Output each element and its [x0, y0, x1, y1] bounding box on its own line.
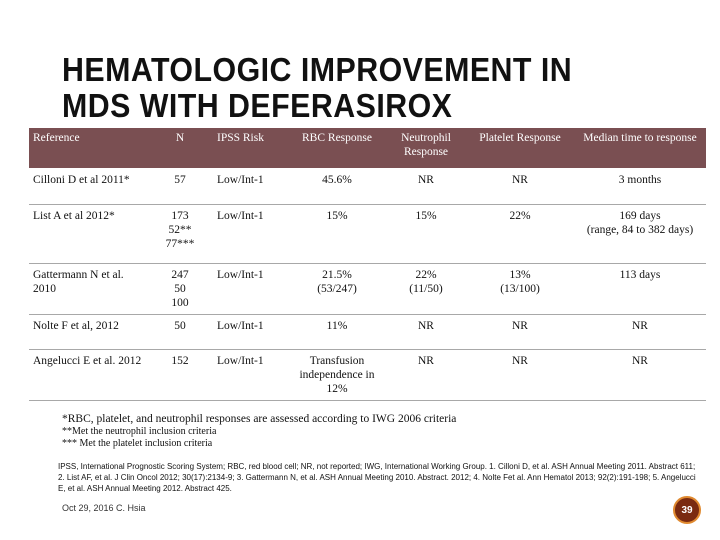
footnotes: *RBC, platelet, and neutrophil responses…	[62, 412, 682, 450]
slide-title-line-2: MDS WITH DEFERASIROX	[62, 87, 453, 124]
cell-reference: List A et al 2012*	[29, 204, 147, 264]
table-row: Cilloni D et al 2011* 57 Low/Int-1 45.6%…	[29, 168, 706, 205]
table-row: Gattermann N et al. 2010 247 50 100 Low/In…	[29, 263, 706, 315]
cell-rbc-response: 45.6%	[288, 168, 386, 205]
header-platelet-response: Platelet Response	[466, 128, 574, 169]
cell-median-time: 113 days	[574, 263, 706, 315]
table-row: List A et al 2012* 173 52** 77*** Low/Int-…	[29, 204, 706, 264]
footer-date: Oct 29, 2016 C. Hsia	[62, 503, 146, 513]
table-row: Nolte F et al, 2012 50 Low/Int-1 11% NR …	[29, 314, 706, 350]
cell-rbc-response: 21.5% (53/247)	[288, 263, 386, 315]
cell-platelet-response: NR	[466, 168, 574, 205]
cell-n: 50	[147, 314, 213, 350]
footnote-criteria: *RBC, platelet, and neutrophil responses…	[62, 413, 457, 425]
slide-title: HEMATOLOGIC IMPROVEMENT IN MDS WITH DEFE…	[62, 52, 651, 124]
cell-platelet-response: 22%	[466, 204, 574, 264]
cell-n: 57	[147, 168, 213, 205]
cell-ipss-risk: Low/Int-1	[213, 204, 288, 264]
cell-rbc-response: Transfusion independence in 12%	[288, 349, 386, 401]
page-number: 39	[681, 504, 693, 516]
header-rbc-response: RBC Response	[288, 128, 386, 169]
cell-median-time: NR	[574, 349, 706, 401]
cell-n: 247 50 100	[147, 263, 213, 315]
page-number-badge: 39	[673, 496, 701, 524]
cell-neutrophil-response: NR	[386, 314, 466, 350]
cell-neutrophil-response: NR	[386, 168, 466, 205]
references: IPSS, International Prognostic Scoring S…	[58, 462, 696, 493]
cell-neutrophil-response: 22% (11/50)	[386, 263, 466, 315]
table-row: Angelucci E et al. 2012 152 Low/Int-1 Tr…	[29, 349, 706, 401]
table-header-row: Reference N IPSS Risk RBC Response Neutr…	[29, 128, 706, 169]
header-median-time: Median time to response	[574, 128, 706, 169]
footnote-neutrophil: **Met the neutrophil inclusion criteria	[62, 426, 217, 437]
cell-reference: Cilloni D et al 2011*	[29, 168, 147, 205]
header-n: N	[147, 128, 213, 169]
cell-reference: Nolte F et al, 2012	[29, 314, 147, 350]
cell-n: 152	[147, 349, 213, 401]
cell-neutrophil-response: 15%	[386, 204, 466, 264]
cell-platelet-response: NR	[466, 314, 574, 350]
cell-ipss-risk: Low/Int-1	[213, 314, 288, 350]
header-reference: Reference	[29, 128, 147, 169]
header-neutrophil-response: Neutrophil Response	[386, 128, 466, 169]
header-ipss-risk: IPSS Risk	[213, 128, 288, 169]
cell-platelet-response: NR	[466, 349, 574, 401]
cell-reference: Gattermann N et al. 2010	[29, 263, 147, 315]
cell-median-time: 3 months	[574, 168, 706, 205]
response-table: Reference N IPSS Risk RBC Response Neutr…	[29, 128, 706, 401]
cell-median-time: NR	[574, 314, 706, 350]
cell-median-time: 169 days (range, 84 to 382 days)	[574, 204, 706, 264]
cell-platelet-response: 13% (13/100)	[466, 263, 574, 315]
cell-ipss-risk: Low/Int-1	[213, 168, 288, 205]
cell-ipss-risk: Low/Int-1	[213, 263, 288, 315]
cell-ipss-risk: Low/Int-1	[213, 349, 288, 401]
cell-neutrophil-response: NR	[386, 349, 466, 401]
cell-reference: Angelucci E et al. 2012	[29, 349, 147, 401]
slide-title-line-1: HEMATOLOGIC IMPROVEMENT IN	[62, 51, 573, 88]
cell-n: 173 52** 77***	[147, 204, 213, 264]
cell-rbc-response: 11%	[288, 314, 386, 350]
cell-rbc-response: 15%	[288, 204, 386, 264]
footnote-platelet: *** Met the platelet inclusion criteria	[62, 438, 213, 449]
